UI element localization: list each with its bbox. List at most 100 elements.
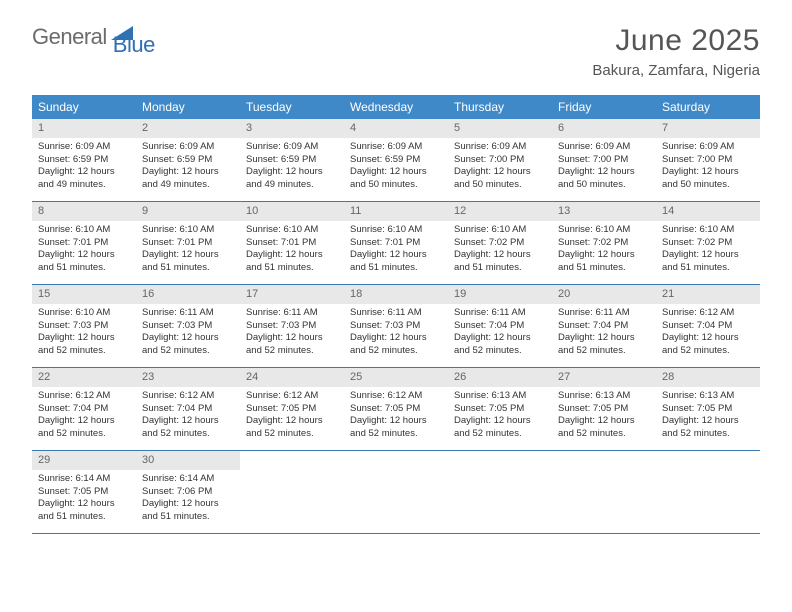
daylight-line: Daylight: 12 hours and 51 minutes.: [350, 249, 442, 275]
day-cell: 14Sunrise: 6:10 AMSunset: 7:02 PMDayligh…: [656, 202, 760, 284]
day-cell-empty: [552, 451, 656, 533]
sunset-line: Sunset: 7:03 PM: [350, 320, 442, 333]
week-row: 29Sunrise: 6:14 AMSunset: 7:05 PMDayligh…: [32, 451, 760, 534]
day-cell: 20Sunrise: 6:11 AMSunset: 7:04 PMDayligh…: [552, 285, 656, 367]
day-number: 16: [136, 285, 240, 304]
day-body: Sunrise: 6:11 AMSunset: 7:04 PMDaylight:…: [448, 304, 552, 364]
day-body: Sunrise: 6:09 AMSunset: 6:59 PMDaylight:…: [344, 138, 448, 198]
day-number: 1: [32, 119, 136, 138]
day-body: Sunrise: 6:12 AMSunset: 7:04 PMDaylight:…: [32, 387, 136, 447]
daylight-line: Daylight: 12 hours and 52 minutes.: [558, 332, 650, 358]
day-body: Sunrise: 6:12 AMSunset: 7:05 PMDaylight:…: [240, 387, 344, 447]
day-body: Sunrise: 6:10 AMSunset: 7:02 PMDaylight:…: [552, 221, 656, 281]
day-cell: 4Sunrise: 6:09 AMSunset: 6:59 PMDaylight…: [344, 119, 448, 201]
sunset-line: Sunset: 7:05 PM: [454, 403, 546, 416]
day-number: 29: [32, 451, 136, 470]
day-cell: 7Sunrise: 6:09 AMSunset: 7:00 PMDaylight…: [656, 119, 760, 201]
daylight-line: Daylight: 12 hours and 52 minutes.: [246, 415, 338, 441]
day-number: 3: [240, 119, 344, 138]
logo-text-blue: Blue: [113, 32, 155, 58]
sunset-line: Sunset: 7:02 PM: [454, 237, 546, 250]
sunrise-line: Sunrise: 6:11 AM: [350, 307, 442, 320]
sunset-line: Sunset: 7:04 PM: [454, 320, 546, 333]
week-row: 15Sunrise: 6:10 AMSunset: 7:03 PMDayligh…: [32, 285, 760, 368]
day-number: 15: [32, 285, 136, 304]
sunrise-line: Sunrise: 6:10 AM: [38, 224, 130, 237]
sunrise-line: Sunrise: 6:09 AM: [246, 141, 338, 154]
daylight-line: Daylight: 12 hours and 51 minutes.: [38, 498, 130, 524]
daylight-line: Daylight: 12 hours and 51 minutes.: [142, 498, 234, 524]
header: General Blue June 2025 Bakura, Zamfara, …: [32, 24, 760, 79]
sunrise-line: Sunrise: 6:11 AM: [246, 307, 338, 320]
sunrise-line: Sunrise: 6:12 AM: [662, 307, 754, 320]
day-body: Sunrise: 6:13 AMSunset: 7:05 PMDaylight:…: [552, 387, 656, 447]
day-body: Sunrise: 6:14 AMSunset: 7:05 PMDaylight:…: [32, 470, 136, 530]
day-cell: 22Sunrise: 6:12 AMSunset: 7:04 PMDayligh…: [32, 368, 136, 450]
day-number: 23: [136, 368, 240, 387]
sunset-line: Sunset: 7:05 PM: [558, 403, 650, 416]
sunset-line: Sunset: 6:59 PM: [38, 154, 130, 167]
day-body: Sunrise: 6:10 AMSunset: 7:01 PMDaylight:…: [136, 221, 240, 281]
day-body: Sunrise: 6:13 AMSunset: 7:05 PMDaylight:…: [656, 387, 760, 447]
week-row: 22Sunrise: 6:12 AMSunset: 7:04 PMDayligh…: [32, 368, 760, 451]
sunrise-line: Sunrise: 6:10 AM: [662, 224, 754, 237]
sunrise-line: Sunrise: 6:09 AM: [662, 141, 754, 154]
day-cell: 16Sunrise: 6:11 AMSunset: 7:03 PMDayligh…: [136, 285, 240, 367]
daylight-line: Daylight: 12 hours and 52 minutes.: [350, 332, 442, 358]
week-row: 8Sunrise: 6:10 AMSunset: 7:01 PMDaylight…: [32, 202, 760, 285]
sunrise-line: Sunrise: 6:13 AM: [558, 390, 650, 403]
daylight-line: Daylight: 12 hours and 51 minutes.: [38, 249, 130, 275]
daylight-line: Daylight: 12 hours and 52 minutes.: [558, 415, 650, 441]
sunset-line: Sunset: 7:03 PM: [38, 320, 130, 333]
weekday-friday: Friday: [552, 95, 656, 119]
title-block: June 2025 Bakura, Zamfara, Nigeria: [592, 24, 760, 79]
sunrise-line: Sunrise: 6:10 AM: [454, 224, 546, 237]
day-number: 2: [136, 119, 240, 138]
logo-text-general: General: [32, 24, 107, 50]
sunset-line: Sunset: 7:00 PM: [558, 154, 650, 167]
calendar: SundayMondayTuesdayWednesdayThursdayFrid…: [32, 95, 760, 534]
day-body: Sunrise: 6:10 AMSunset: 7:01 PMDaylight:…: [240, 221, 344, 281]
location-text: Bakura, Zamfara, Nigeria: [592, 62, 760, 79]
sunrise-line: Sunrise: 6:11 AM: [454, 307, 546, 320]
weekday-sunday: Sunday: [32, 95, 136, 119]
day-number: 8: [32, 202, 136, 221]
sunrise-line: Sunrise: 6:09 AM: [350, 141, 442, 154]
day-body: Sunrise: 6:10 AMSunset: 7:02 PMDaylight:…: [656, 221, 760, 281]
day-number: 17: [240, 285, 344, 304]
day-cell: 11Sunrise: 6:10 AMSunset: 7:01 PMDayligh…: [344, 202, 448, 284]
weekday-wednesday: Wednesday: [344, 95, 448, 119]
day-body: Sunrise: 6:11 AMSunset: 7:03 PMDaylight:…: [240, 304, 344, 364]
sunset-line: Sunset: 7:01 PM: [38, 237, 130, 250]
sunrise-line: Sunrise: 6:12 AM: [246, 390, 338, 403]
sunset-line: Sunset: 7:02 PM: [662, 237, 754, 250]
sunrise-line: Sunrise: 6:10 AM: [350, 224, 442, 237]
day-cell: 29Sunrise: 6:14 AMSunset: 7:05 PMDayligh…: [32, 451, 136, 533]
day-cell: 12Sunrise: 6:10 AMSunset: 7:02 PMDayligh…: [448, 202, 552, 284]
sunset-line: Sunset: 7:00 PM: [454, 154, 546, 167]
logo: General Blue: [32, 24, 177, 50]
sunrise-line: Sunrise: 6:13 AM: [454, 390, 546, 403]
daylight-line: Daylight: 12 hours and 50 minutes.: [350, 166, 442, 192]
day-number: 24: [240, 368, 344, 387]
weekday-thursday: Thursday: [448, 95, 552, 119]
sunset-line: Sunset: 7:01 PM: [246, 237, 338, 250]
day-cell: 19Sunrise: 6:11 AMSunset: 7:04 PMDayligh…: [448, 285, 552, 367]
day-number: 19: [448, 285, 552, 304]
day-cell: 25Sunrise: 6:12 AMSunset: 7:05 PMDayligh…: [344, 368, 448, 450]
week-row: 1Sunrise: 6:09 AMSunset: 6:59 PMDaylight…: [32, 119, 760, 202]
day-body: Sunrise: 6:12 AMSunset: 7:04 PMDaylight:…: [136, 387, 240, 447]
daylight-line: Daylight: 12 hours and 49 minutes.: [142, 166, 234, 192]
sunrise-line: Sunrise: 6:09 AM: [454, 141, 546, 154]
weekday-monday: Monday: [136, 95, 240, 119]
sunset-line: Sunset: 7:02 PM: [558, 237, 650, 250]
day-cell: 27Sunrise: 6:13 AMSunset: 7:05 PMDayligh…: [552, 368, 656, 450]
day-cell: 30Sunrise: 6:14 AMSunset: 7:06 PMDayligh…: [136, 451, 240, 533]
daylight-line: Daylight: 12 hours and 52 minutes.: [454, 332, 546, 358]
day-number: 13: [552, 202, 656, 221]
day-number: 7: [656, 119, 760, 138]
sunrise-line: Sunrise: 6:10 AM: [246, 224, 338, 237]
daylight-line: Daylight: 12 hours and 50 minutes.: [454, 166, 546, 192]
sunrise-line: Sunrise: 6:14 AM: [38, 473, 130, 486]
day-number: 4: [344, 119, 448, 138]
